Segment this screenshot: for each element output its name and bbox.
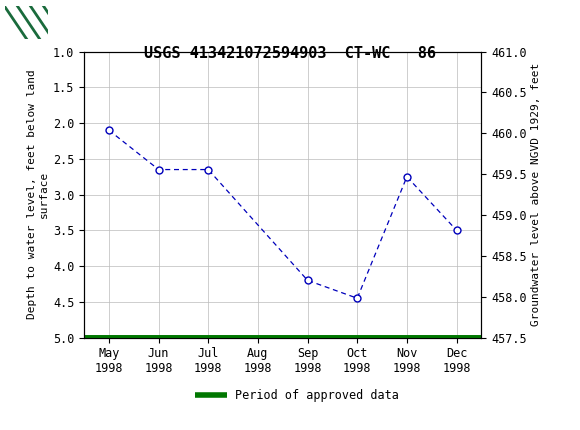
Text: USGS: USGS bbox=[52, 16, 90, 29]
Text: Period of approved data: Period of approved data bbox=[235, 389, 399, 402]
Y-axis label: Groundwater level above NGVD 1929, feet: Groundwater level above NGVD 1929, feet bbox=[531, 63, 541, 326]
Bar bbox=[5, 3, 57, 37]
Text: USGS 413421072594903  CT-WC   86: USGS 413421072594903 CT-WC 86 bbox=[144, 46, 436, 61]
Y-axis label: Depth to water level, feet below land
surface: Depth to water level, feet below land su… bbox=[27, 70, 49, 319]
